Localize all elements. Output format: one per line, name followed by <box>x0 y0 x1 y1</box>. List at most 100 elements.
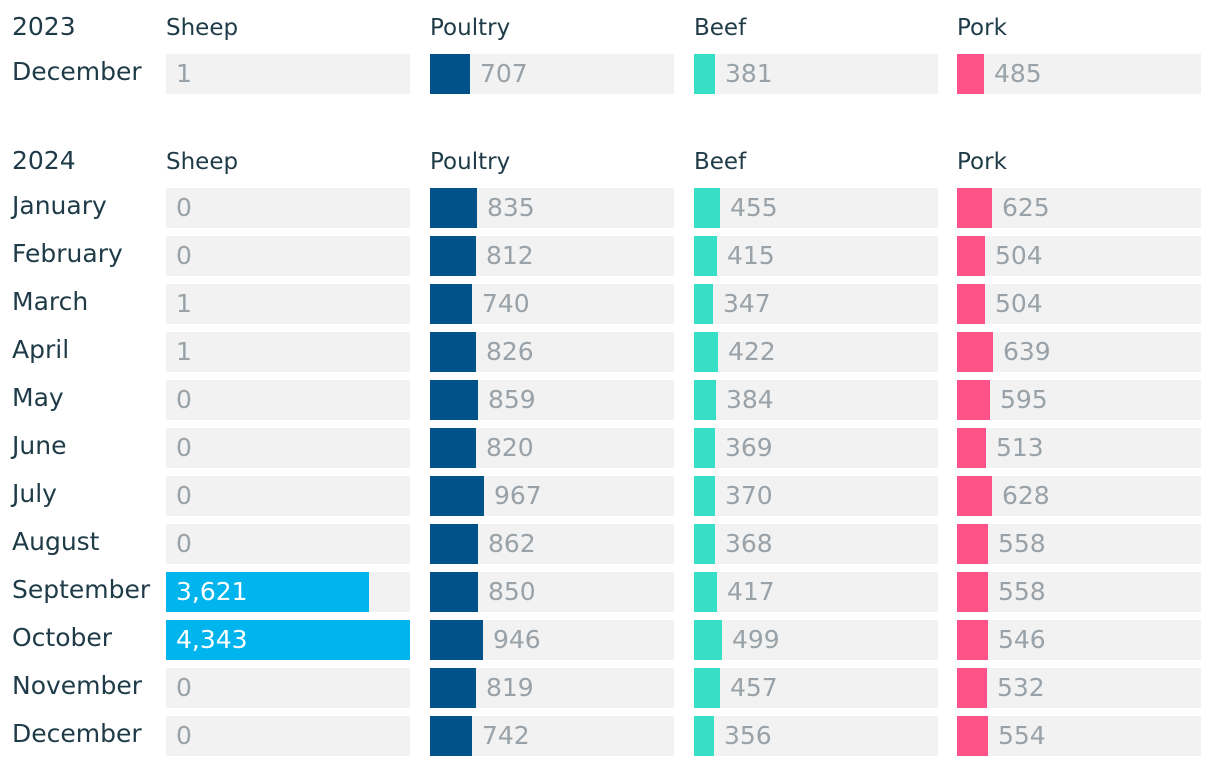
value-label-pork: 513 <box>996 433 1044 462</box>
bar-cell-sheep: 1 <box>166 284 410 324</box>
bar-cell-pork: 558 <box>957 524 1201 564</box>
bar-cell-pork: 628 <box>957 476 1201 516</box>
bar-pork <box>957 188 992 228</box>
bar-cell-pork: 595 <box>957 380 1201 420</box>
bar-beef <box>694 236 717 276</box>
bar-cell-poultry: 826 <box>430 332 674 372</box>
bar-pork <box>957 620 988 660</box>
month-label: October <box>12 623 113 652</box>
value-label-beef: 422 <box>728 337 776 366</box>
bar-cell-sheep: 0 <box>166 236 410 276</box>
bar-beef <box>694 716 714 756</box>
bar-cell-pork: 639 <box>957 332 1201 372</box>
bar-cell-beef: 417 <box>694 572 938 612</box>
bar-sheep <box>166 620 410 660</box>
value-label-sheep: 0 <box>176 433 192 462</box>
bar-cell-poultry: 859 <box>430 380 674 420</box>
value-label-beef: 356 <box>724 721 772 750</box>
bar-cell-beef: 368 <box>694 524 938 564</box>
value-label-sheep: 0 <box>176 481 192 510</box>
column-header-poultry: Poultry <box>430 15 511 41</box>
value-label-pork: 546 <box>998 625 1046 654</box>
bar-poultry <box>430 284 472 324</box>
bar-beef <box>694 332 718 372</box>
value-label-beef: 499 <box>732 625 780 654</box>
bar-cell-beef: 384 <box>694 380 938 420</box>
month-label: January <box>12 191 107 220</box>
month-label: May <box>12 383 64 412</box>
value-label-sheep: 0 <box>176 241 192 270</box>
value-label-beef: 457 <box>730 673 778 702</box>
value-label-beef: 417 <box>727 577 775 606</box>
bar-cell-poultry: 707 <box>430 54 674 94</box>
bar-poultry <box>430 620 483 660</box>
value-label-sheep: 4,343 <box>176 625 248 654</box>
bar-cell-beef: 457 <box>694 668 938 708</box>
value-label-beef: 347 <box>723 289 771 318</box>
month-label: June <box>12 431 67 460</box>
value-label-poultry: 820 <box>486 433 534 462</box>
bar-cell-pork: 485 <box>957 54 1201 94</box>
year-label: 2023 <box>12 12 76 41</box>
bar-cell-pork: 554 <box>957 716 1201 756</box>
column-header-beef: Beef <box>694 15 747 41</box>
month-label: December <box>12 719 142 748</box>
bar-cell-beef: 422 <box>694 332 938 372</box>
bar-poultry <box>430 476 484 516</box>
bar-cell-pork: 625 <box>957 188 1201 228</box>
value-label-sheep: 0 <box>176 721 192 750</box>
bar-cell-sheep: 0 <box>166 716 410 756</box>
bar-beef <box>694 54 715 94</box>
value-label-pork: 554 <box>998 721 1046 750</box>
value-label-sheep: 0 <box>176 385 192 414</box>
bar-cell-beef: 356 <box>694 716 938 756</box>
bar-beef <box>694 524 715 564</box>
bar-cell-sheep: 1 <box>166 332 410 372</box>
bar-pork <box>957 54 984 94</box>
bar-cell-pork: 513 <box>957 428 1201 468</box>
value-label-pork: 504 <box>995 241 1043 270</box>
bar-sheep <box>166 572 369 612</box>
bar-poultry <box>430 54 470 94</box>
bar-cell-pork: 546 <box>957 620 1201 660</box>
value-label-poultry: 707 <box>480 59 528 88</box>
value-label-poultry: 835 <box>487 193 535 222</box>
month-label: July <box>12 479 57 508</box>
value-label-sheep: 0 <box>176 673 192 702</box>
value-label-pork: 628 <box>1002 481 1050 510</box>
bar-cell-beef: 369 <box>694 428 938 468</box>
bar-cell-pork: 504 <box>957 284 1201 324</box>
bar-cell-poultry: 742 <box>430 716 674 756</box>
bar-cell-poultry: 835 <box>430 188 674 228</box>
value-label-poultry: 850 <box>488 577 536 606</box>
value-label-sheep: 0 <box>176 193 192 222</box>
bar-cell-beef: 370 <box>694 476 938 516</box>
bar-cell-sheep: 0 <box>166 476 410 516</box>
bar-poultry <box>430 524 478 564</box>
bar-pork <box>957 284 985 324</box>
bar-cell-poultry: 820 <box>430 428 674 468</box>
bar-cell-pork: 504 <box>957 236 1201 276</box>
bar-beef <box>694 620 722 660</box>
bar-cell-poultry: 740 <box>430 284 674 324</box>
bar-cell-pork: 558 <box>957 572 1201 612</box>
month-label: September <box>12 575 151 604</box>
bar-cell-beef: 455 <box>694 188 938 228</box>
value-label-pork: 485 <box>994 59 1042 88</box>
year-label: 2024 <box>12 146 76 175</box>
bar-cell-sheep: 0 <box>166 428 410 468</box>
column-header-beef: Beef <box>694 149 747 175</box>
value-label-sheep: 1 <box>176 59 192 88</box>
bar-poultry <box>430 716 472 756</box>
value-label-poultry: 740 <box>482 289 530 318</box>
bar-pork <box>957 332 993 372</box>
value-label-sheep: 1 <box>176 289 192 318</box>
value-label-poultry: 859 <box>488 385 536 414</box>
bar-cell-beef: 415 <box>694 236 938 276</box>
value-label-sheep: 0 <box>176 529 192 558</box>
bar-poultry <box>430 428 476 468</box>
bar-beef <box>694 572 717 612</box>
value-label-beef: 369 <box>725 433 773 462</box>
bar-pork <box>957 476 992 516</box>
